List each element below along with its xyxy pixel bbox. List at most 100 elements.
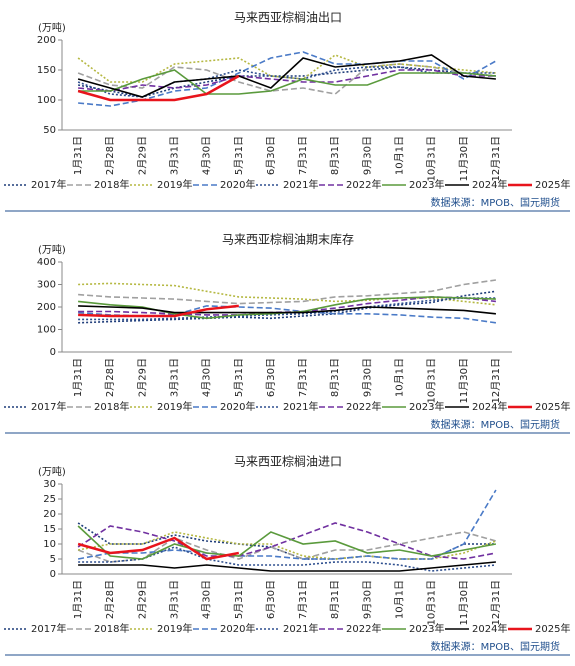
series-line (77, 536, 240, 561)
series-line (77, 525, 497, 560)
x-tick-label: 12月31日 (490, 136, 502, 181)
legend-label: 2021年 (283, 400, 318, 413)
x-tick-label: 10月31日 (426, 358, 438, 403)
y-tick-label: 400 (37, 257, 56, 268)
legend-label: 2019年 (157, 622, 192, 635)
series-line (78, 297, 496, 321)
legend-label: 2022年 (346, 178, 381, 191)
series-line (78, 305, 496, 315)
series-line (78, 282, 496, 306)
series-line (77, 522, 496, 560)
y-axis-label: (万吨) (38, 21, 66, 34)
x-tick-label: 2月29日 (136, 136, 148, 175)
y-axis-label: (万吨) (38, 465, 66, 478)
series-line (77, 531, 497, 560)
legend-label: 2018年 (94, 622, 129, 635)
x-tick-label: 3月31日 (169, 136, 181, 175)
y-tick-label: 150 (37, 65, 56, 76)
x-tick-label: 2月29日 (136, 358, 148, 397)
legend-label: 2025年 (535, 622, 570, 635)
x-tick-label: 4月30日 (201, 580, 213, 619)
x-tick-label: 12月31日 (490, 358, 502, 403)
series-line (77, 54, 496, 98)
legend-label: 2018年 (94, 178, 129, 191)
x-tick-label: 1月31日 (72, 580, 84, 619)
x-tick-label: 10月1日 (394, 580, 406, 619)
source-note: 数据来源：MPOB、国元期货 (431, 196, 560, 209)
x-tick-label: 2月28日 (104, 580, 116, 619)
y-tick-label: 100 (37, 325, 56, 336)
legend-label: 2023年 (409, 622, 444, 635)
y-tick-label: 0 (50, 347, 56, 358)
x-tick-label: 2月28日 (104, 358, 116, 397)
series-line (78, 561, 496, 572)
series-line (78, 290, 497, 324)
legend-label: 2023年 (409, 178, 444, 191)
y-tick-label: 25 (43, 494, 56, 505)
x-tick-label: 7月31日 (297, 580, 309, 619)
series-line (77, 531, 497, 563)
y-tick-label: 10 (43, 539, 56, 550)
series-line (77, 66, 496, 98)
legend-label: 2017年 (31, 178, 66, 191)
series-line (78, 546, 496, 572)
legend-label: 2024年 (472, 400, 507, 413)
series-line (78, 69, 496, 95)
x-tick-label: 4月30日 (201, 358, 213, 397)
chart-title: 马来西亚棕榈油出口 (234, 10, 342, 25)
y-tick-label: 200 (37, 302, 56, 313)
legend-label: 2022年 (346, 400, 381, 413)
legend-label: 2024年 (472, 178, 507, 191)
x-tick-label: 11月30日 (458, 136, 470, 181)
x-tick-label: 9月30日 (361, 580, 373, 619)
x-tick-label: 7月31日 (297, 358, 309, 397)
y-tick-label: 15 (43, 524, 56, 535)
x-tick-label: 6月30日 (265, 580, 277, 619)
y-tick-label: 5 (50, 554, 56, 565)
legend-label: 2020年 (220, 622, 255, 635)
x-tick-label: 3月31日 (169, 358, 181, 397)
y-tick-label: 50 (43, 125, 56, 136)
legend-label: 2021年 (283, 178, 318, 191)
legend-label: 2017年 (31, 622, 66, 635)
legend-label: 2017年 (31, 400, 66, 413)
series-line (78, 279, 497, 305)
legend-label: 2022年 (346, 622, 381, 635)
series-line (77, 66, 496, 98)
x-tick-label: 8月31日 (329, 136, 341, 175)
legend-label: 2024年 (472, 622, 507, 635)
source-note: 数据来源：MPOB、国元期货 (431, 418, 560, 431)
legend-label: 2025年 (535, 400, 570, 413)
x-tick-label: 4月30日 (201, 136, 213, 175)
y-tick-label: 0 (50, 569, 56, 580)
series-line (77, 54, 496, 83)
legend-label: 2018年 (94, 400, 129, 413)
y-tick-label: 300 (37, 280, 56, 291)
series-line (78, 305, 497, 324)
x-tick-label: 5月31日 (233, 136, 245, 175)
series-line (78, 304, 239, 318)
series-line (77, 522, 497, 560)
x-tick-label: 10月31日 (426, 136, 438, 181)
x-tick-label: 11月30日 (458, 580, 470, 625)
x-tick-label: 8月31日 (329, 358, 341, 397)
x-tick-label: 1月31日 (72, 358, 84, 397)
x-tick-label: 5月31日 (233, 580, 245, 619)
x-tick-label: 10月31日 (426, 580, 438, 625)
series-line (77, 74, 240, 102)
legend-label: 2023年 (409, 400, 444, 413)
x-tick-label: 10月1日 (394, 358, 406, 397)
chart-title: 马来西亚棕榈油期末库存 (222, 232, 354, 247)
y-axis-label: (万吨) (38, 243, 66, 256)
series-line (78, 69, 496, 92)
y-tick-label: 200 (37, 35, 56, 46)
y-tick-label: 30 (43, 479, 56, 490)
legend-label: 2021年 (283, 622, 318, 635)
y-tick-label: 100 (37, 95, 56, 106)
x-tick-label: 3月31日 (169, 580, 181, 619)
x-tick-label: 9月30日 (361, 358, 373, 397)
x-tick-label: 5月31日 (233, 358, 245, 397)
x-tick-label: 6月30日 (265, 136, 277, 175)
